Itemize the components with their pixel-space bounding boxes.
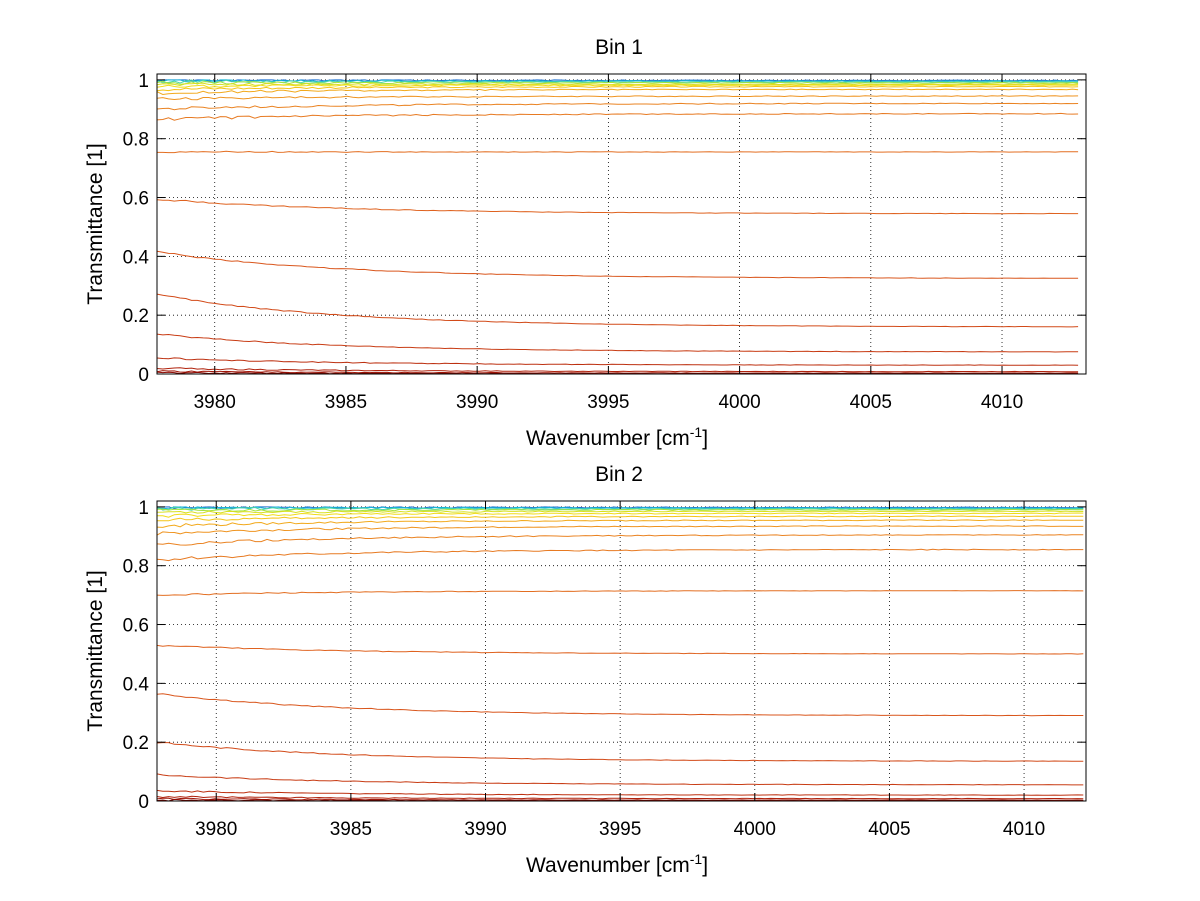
x-tick-label: 4005 xyxy=(868,819,910,840)
y-tick-label: 1 xyxy=(138,498,149,519)
y-tick-label: 0 xyxy=(138,365,149,386)
x-tick-label: 3990 xyxy=(464,819,506,840)
axes-box xyxy=(156,73,1087,375)
chart-title: Bin 2 xyxy=(595,463,643,486)
series-line xyxy=(156,548,1084,562)
x-tick-label: 4010 xyxy=(1003,819,1045,840)
y-tick-label: 0.6 xyxy=(123,616,149,637)
series-line xyxy=(156,85,1079,92)
series-line xyxy=(156,112,1079,121)
series-line xyxy=(157,150,1079,154)
y-axis-label: Transmittance [1] xyxy=(84,570,107,731)
chart-title: Bin 1 xyxy=(595,36,643,59)
series-line xyxy=(156,510,1084,514)
x-tick-label: 4005 xyxy=(850,392,892,413)
x-axis-label: Wavenumber [cm-1] xyxy=(526,851,708,877)
series-line xyxy=(156,82,1079,87)
grid-lines xyxy=(157,501,1086,801)
axes-box xyxy=(156,500,1087,802)
y-tick-label: 0.8 xyxy=(123,130,149,151)
x-tick-label: 3990 xyxy=(456,392,498,413)
series-line xyxy=(156,293,1079,328)
y-ticks: 0 0.2 0.4 0.6 0.8 1 xyxy=(123,498,1086,813)
x-tick-label: 3980 xyxy=(195,819,237,840)
y-tick-label: 0.4 xyxy=(123,247,150,268)
series-line xyxy=(156,199,1079,215)
series-line xyxy=(156,333,1079,353)
subplot-bin-1: Bin 1 3980 3985 3990 3995 4000 4005 4010 00.20… xyxy=(84,36,1087,450)
x-tick-label: 3985 xyxy=(330,819,372,840)
y-tick-label: 0.2 xyxy=(123,733,149,754)
series-line xyxy=(156,367,1079,373)
x-tick-label: 3995 xyxy=(599,819,641,840)
y-tick-label: 0 xyxy=(138,792,149,813)
series-line xyxy=(156,79,1079,83)
series-line xyxy=(156,515,1084,522)
series-line xyxy=(156,79,1079,84)
subplot-bin-2: Bin 2 3980 3985 3990 3995 4000 4005 4010 00.20… xyxy=(84,463,1087,877)
x-tick-label: 4000 xyxy=(718,392,760,413)
y-tick-label: 0.6 xyxy=(123,189,149,210)
series-line xyxy=(156,95,1079,101)
series-line xyxy=(156,519,1084,528)
series-line xyxy=(156,508,1084,512)
y-ticks: 0 0.2 0.4 0.6 0.8 1 xyxy=(123,71,1086,386)
series-line xyxy=(156,80,1079,85)
series-line xyxy=(156,773,1084,786)
series-line xyxy=(156,693,1084,717)
x-tick-label: 3980 xyxy=(194,392,236,413)
x-tick-label: 4010 xyxy=(981,392,1023,413)
x-ticks: 3980 3985 3990 3995 4000 4005 4010 xyxy=(194,74,1023,413)
series-line xyxy=(156,88,1079,96)
series-line xyxy=(156,102,1079,111)
x-tick-label: 4000 xyxy=(734,819,776,840)
x-tick-label: 3995 xyxy=(587,392,629,413)
y-tick-label: 0.8 xyxy=(123,557,149,578)
series-line xyxy=(156,525,1084,536)
series-line xyxy=(156,590,1084,596)
series-line xyxy=(156,512,1084,518)
x-tick-label: 3985 xyxy=(325,392,367,413)
y-tick-label: 0.4 xyxy=(123,674,150,695)
series-line xyxy=(156,84,1079,88)
y-axis-label: Transmittance [1] xyxy=(84,143,107,304)
series-line xyxy=(156,534,1084,546)
series-line xyxy=(156,250,1079,279)
y-tick-label: 0.2 xyxy=(123,306,149,327)
x-axis-label: Wavenumber [cm-1] xyxy=(526,424,708,450)
series-line xyxy=(156,644,1084,655)
series-line xyxy=(156,357,1079,366)
y-tick-label: 1 xyxy=(138,71,149,92)
x-ticks: 3980 3985 3990 3995 4000 4005 4010 xyxy=(195,501,1045,840)
series-line xyxy=(156,742,1084,762)
